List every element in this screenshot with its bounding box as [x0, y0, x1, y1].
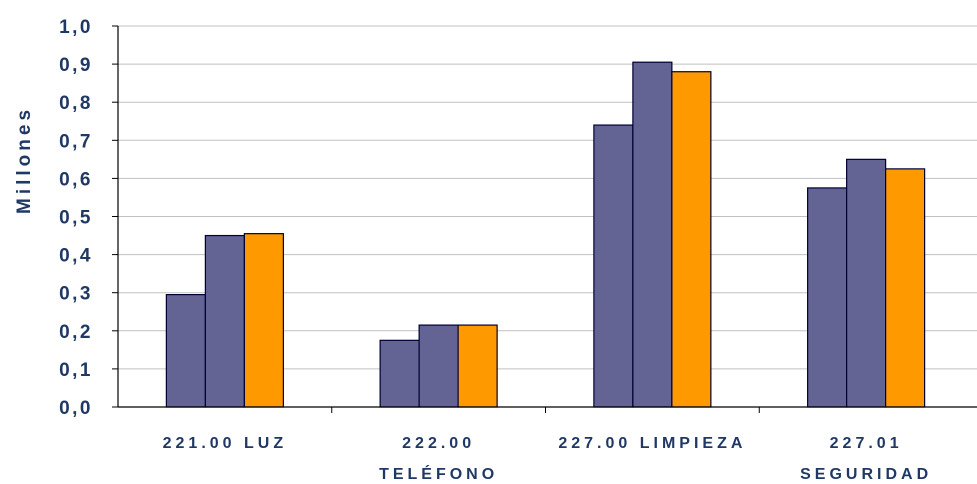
bar — [418, 324, 459, 408]
y-tick-label: 0,4 — [59, 246, 93, 267]
y-axis-title: Millones — [14, 106, 35, 214]
y-tick-labels: 0,0 0,1 0,2 0,3 0,4 0,5 0,6 0,7 0,8 0,9 1,0 — [59, 17, 93, 419]
x-category-label: 227.01 — [830, 435, 903, 452]
bar — [457, 324, 498, 408]
x-category-label: SEGURIDAD — [800, 466, 932, 483]
bar — [885, 168, 926, 408]
bars — [165, 61, 926, 408]
y-tick-label: 0,1 — [59, 360, 93, 381]
bar — [204, 234, 245, 408]
bar — [846, 158, 887, 408]
bar — [593, 124, 634, 408]
bar — [165, 294, 206, 408]
x-category-label: 221.00 LUZ — [163, 435, 287, 452]
y-tick-label: 0,7 — [59, 131, 93, 152]
y-tick-label: 0,6 — [59, 169, 93, 190]
bar — [671, 71, 712, 408]
y-tick-label: 0,0 — [59, 398, 93, 419]
x-category-label: TELÉFONO — [379, 464, 498, 483]
y-tick-label: 0,3 — [59, 284, 93, 305]
y-tick-label: 1,0 — [59, 17, 93, 38]
axes — [112, 25, 977, 413]
bar — [379, 339, 420, 408]
y-tick-label: 0,2 — [59, 322, 93, 343]
y-tick-label: 0,5 — [59, 208, 93, 229]
bar — [632, 61, 673, 408]
y-tick-label: 0,8 — [59, 93, 93, 114]
bar — [807, 187, 848, 408]
x-category-label: 227.00 LIMPIEZA — [558, 435, 746, 452]
bar — [243, 233, 284, 408]
x-category-labels: 221.00 LUZ 222.00 TELÉFONO 227.00 LIMPIEZA 2… — [163, 435, 932, 483]
x-category-label: 222.00 — [402, 435, 475, 452]
y-tick-label: 0,9 — [59, 55, 93, 76]
